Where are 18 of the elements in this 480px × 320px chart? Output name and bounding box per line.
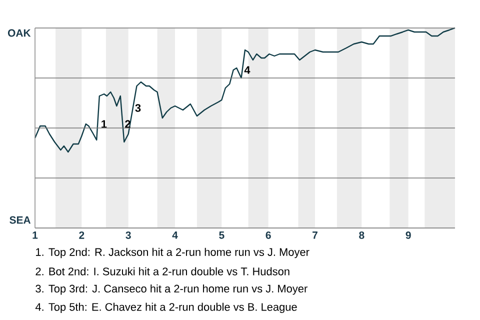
x-tick-label: 8: [359, 232, 364, 239]
text: 2. Bot 2nd: I. Suzuki hit a 2-run double vs T. Hudson: [36, 267, 290, 276]
text: 3. Top 3rd: J. Canseco hit a 2-run home run vs J. Moyer: [36, 284, 308, 295]
annotation: 4: [244, 66, 250, 74]
annotation: 1: [102, 120, 107, 128]
x-tick-label: 7: [312, 232, 318, 239]
x-tick-label: 3: [126, 232, 131, 239]
x-tick-label: 5: [219, 232, 224, 239]
text: 4. Top 5th: E. Chavez hit a 2-run double vs B. League: [35, 302, 297, 313]
x-tick-label: 6: [266, 232, 271, 239]
text: OAK: [8, 29, 31, 37]
x-tick-label: 1: [32, 232, 38, 239]
x-tick-label: 2: [79, 232, 84, 239]
x-tick-label: 9: [406, 232, 411, 239]
annotation: 3: [135, 104, 141, 112]
x-tick-label: 4: [172, 232, 178, 239]
text: SEA: [10, 216, 31, 224]
text: 1. Top 2nd: R. Jackson hit a 2-run home run vs J. Moyer: [36, 248, 310, 258]
